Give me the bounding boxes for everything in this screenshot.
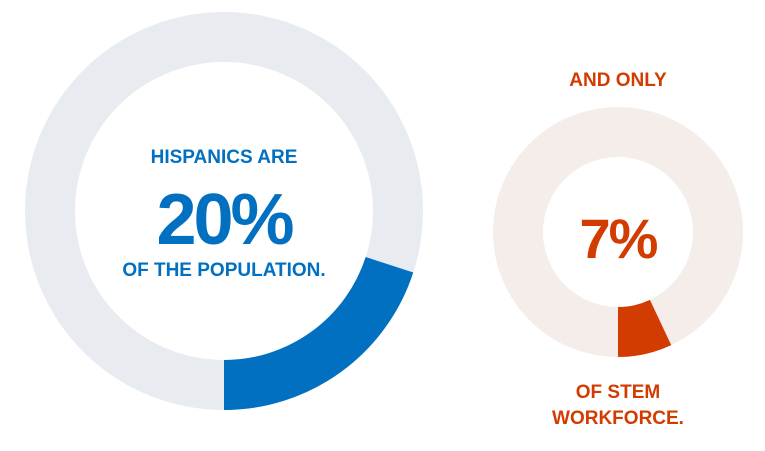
stem-donut: AND ONLY 7% OF STEM WORKFORCE. xyxy=(493,70,743,429)
stem-value: 7% xyxy=(580,207,658,270)
population-value: 20% xyxy=(156,180,293,260)
stem-outro-text-line2: WORKFORCE. xyxy=(552,408,684,429)
stem-outro-text-line1: OF STEM xyxy=(576,382,660,403)
stem-intro-text: AND ONLY xyxy=(569,70,667,91)
population-donut: HISPANICS ARE 20% OF THE POPULATION. xyxy=(25,12,423,410)
population-donut-slice xyxy=(223,256,414,410)
stem-donut-slice xyxy=(617,299,672,357)
population-outro-text: OF THE POPULATION. xyxy=(122,260,325,281)
population-intro-text: HISPANICS ARE xyxy=(151,147,298,168)
